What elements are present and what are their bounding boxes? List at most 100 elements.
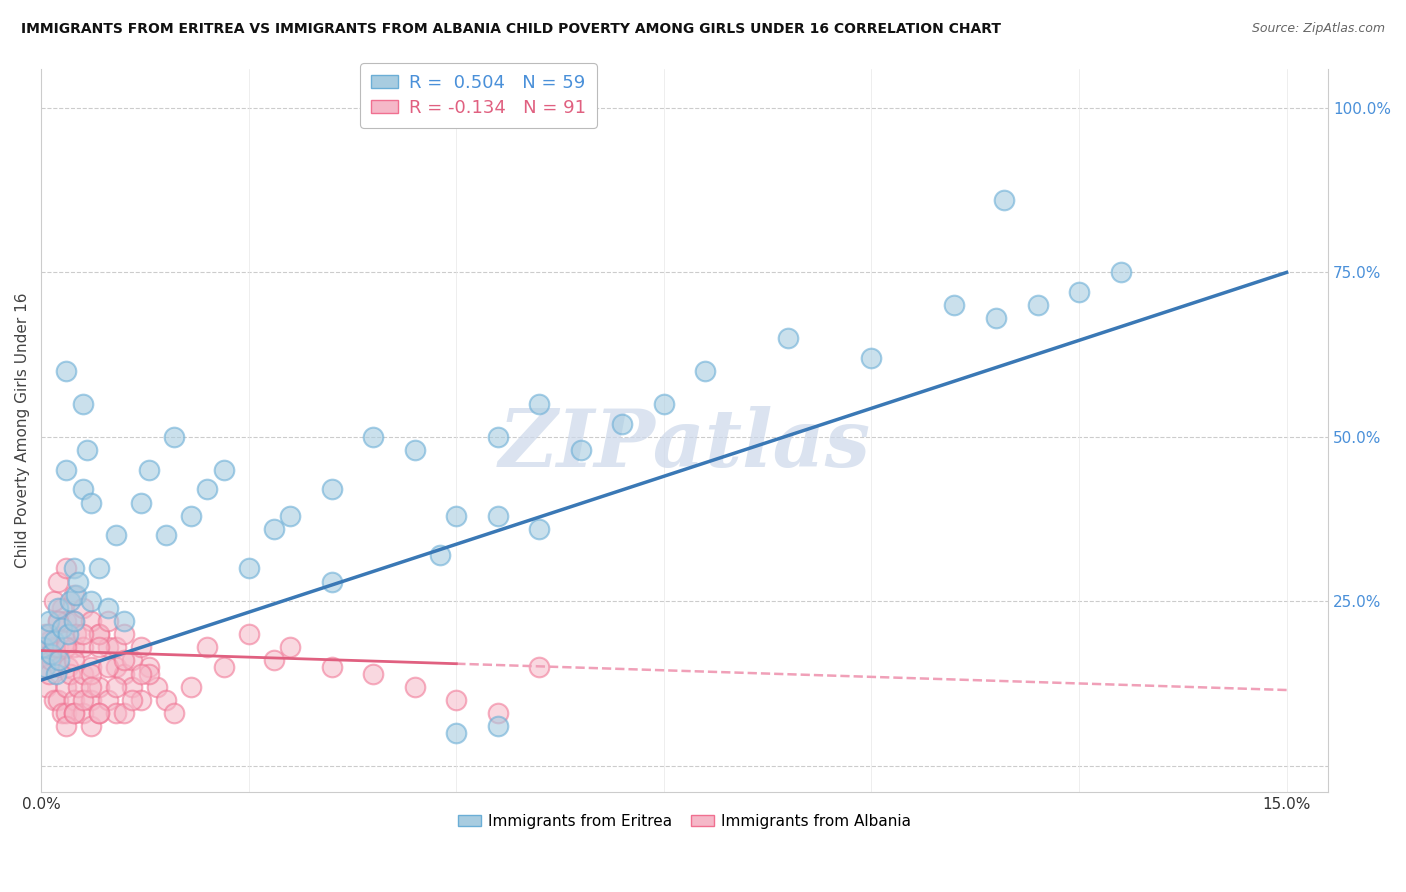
Point — [993, 193, 1015, 207]
Point — [76, 442, 98, 457]
Point — [63, 706, 86, 720]
Point — [104, 680, 127, 694]
Point — [486, 430, 509, 444]
Point — [529, 660, 551, 674]
Point — [89, 706, 111, 720]
Point — [59, 594, 82, 608]
Point — [96, 614, 118, 628]
Point — [55, 633, 77, 648]
Point — [46, 614, 69, 628]
Point — [529, 522, 551, 536]
Point — [155, 693, 177, 707]
Point — [180, 680, 202, 694]
Point — [529, 397, 551, 411]
Point — [321, 483, 343, 497]
Point — [80, 660, 103, 674]
Point — [652, 397, 675, 411]
Point — [180, 508, 202, 523]
Point — [984, 311, 1007, 326]
Point — [96, 693, 118, 707]
Point — [72, 397, 94, 411]
Point — [42, 693, 65, 707]
Point — [96, 660, 118, 674]
Point — [56, 660, 79, 674]
Point — [446, 508, 468, 523]
Point — [278, 508, 301, 523]
Point — [39, 647, 62, 661]
Point — [1067, 285, 1090, 299]
Point — [129, 666, 152, 681]
Point — [104, 660, 127, 674]
Point — [38, 627, 60, 641]
Point — [72, 666, 94, 681]
Point — [1109, 265, 1132, 279]
Point — [80, 680, 103, 694]
Point — [80, 495, 103, 509]
Point — [67, 680, 90, 694]
Point — [72, 600, 94, 615]
Point — [65, 627, 87, 641]
Point — [138, 463, 160, 477]
Point — [72, 640, 94, 655]
Point — [55, 640, 77, 655]
Point — [212, 660, 235, 674]
Point — [63, 706, 86, 720]
Point — [361, 666, 384, 681]
Point — [1026, 298, 1049, 312]
Point — [486, 719, 509, 733]
Point — [39, 653, 62, 667]
Point — [42, 594, 65, 608]
Point — [96, 640, 118, 655]
Point — [778, 331, 800, 345]
Point — [238, 561, 260, 575]
Point — [943, 298, 966, 312]
Point — [72, 706, 94, 720]
Point — [55, 680, 77, 694]
Point — [129, 495, 152, 509]
Legend: Immigrants from Eritrea, Immigrants from Albania: Immigrants from Eritrea, Immigrants from… — [451, 808, 918, 835]
Point — [89, 561, 111, 575]
Point — [89, 627, 111, 641]
Point — [65, 588, 87, 602]
Point — [63, 693, 86, 707]
Point — [112, 666, 135, 681]
Point — [59, 666, 82, 681]
Point — [96, 600, 118, 615]
Point — [56, 627, 79, 641]
Point — [32, 660, 55, 674]
Point — [42, 640, 65, 655]
Point — [46, 574, 69, 589]
Point — [129, 640, 152, 655]
Point — [486, 706, 509, 720]
Point — [63, 653, 86, 667]
Point — [48, 653, 70, 667]
Point — [46, 640, 69, 655]
Point — [89, 680, 111, 694]
Point — [31, 640, 53, 655]
Point — [89, 706, 111, 720]
Point — [138, 660, 160, 674]
Point — [860, 351, 883, 365]
Point — [38, 633, 60, 648]
Point — [80, 614, 103, 628]
Point — [404, 680, 426, 694]
Point — [55, 561, 77, 575]
Point — [63, 588, 86, 602]
Point — [112, 627, 135, 641]
Point — [72, 483, 94, 497]
Point — [48, 660, 70, 674]
Point — [72, 627, 94, 641]
Point — [34, 660, 56, 674]
Point — [569, 442, 592, 457]
Point — [46, 614, 69, 628]
Point — [163, 706, 186, 720]
Point — [63, 561, 86, 575]
Point — [55, 719, 77, 733]
Point — [46, 693, 69, 707]
Point — [404, 442, 426, 457]
Point — [278, 640, 301, 655]
Point — [486, 508, 509, 523]
Point — [45, 666, 67, 681]
Point — [195, 640, 218, 655]
Point — [89, 627, 111, 641]
